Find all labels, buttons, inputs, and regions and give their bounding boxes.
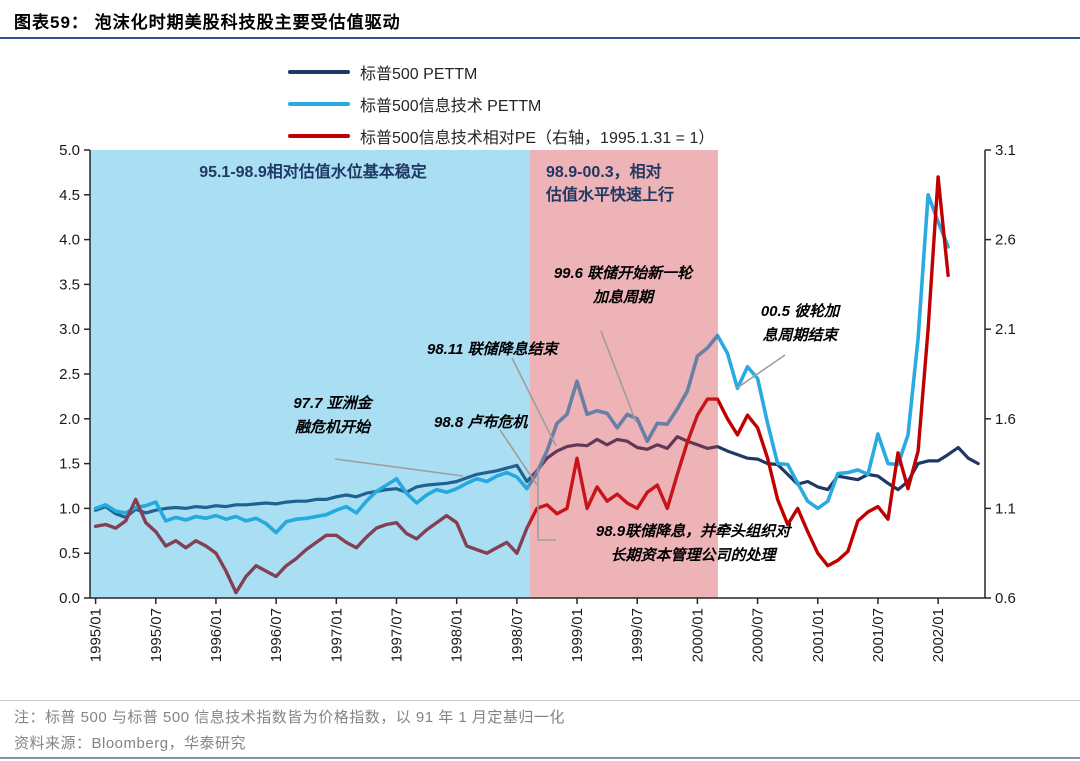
legend-item-it-pettm: 标普500信息技术 PETTM bbox=[288, 88, 848, 120]
svg-text:3.1: 3.1 bbox=[995, 142, 1016, 159]
annotation-stable-period: 95.1-98.9相对估值水位基本稳定 bbox=[199, 164, 427, 181]
footer-divider-bottom bbox=[0, 757, 1080, 759]
legend-label: 标普500信息技术 PETTM bbox=[360, 98, 542, 115]
legend-item-relative-pe: 标普500信息技术相对PE（右轴，1995.1.31 = 1） bbox=[288, 120, 848, 152]
svg-text:1995/01: 1995/01 bbox=[88, 608, 105, 662]
legend-label: 标普500 PETTM bbox=[360, 66, 478, 83]
svg-text:2.5: 2.5 bbox=[59, 366, 80, 383]
svg-text:1999/07: 1999/07 bbox=[629, 608, 646, 662]
svg-text:2.0: 2.0 bbox=[59, 411, 80, 428]
svg-text:3.5: 3.5 bbox=[59, 276, 80, 293]
svg-text:2000/01: 2000/01 bbox=[689, 608, 706, 662]
svg-text:4.5: 4.5 bbox=[59, 187, 80, 204]
annotation-rise-period: 98.9-00.3，相对 估值水平快速上行 bbox=[546, 164, 675, 204]
chart-note: 注：标普 500 与标普 500 信息技术指数皆为价格指数，以 91 年 1 月… bbox=[14, 709, 565, 726]
annotation-hike-end: 00.5 彼轮加 息周期结束 bbox=[760, 303, 840, 344]
annotation-ltcm: 98.9联储降息，并牵头组织对 长期资本管理公司的处理 bbox=[595, 523, 791, 564]
annotation-asia-crisis: 97.7 亚洲金 融危机开始 bbox=[293, 395, 372, 436]
svg-text:2000/07: 2000/07 bbox=[750, 608, 767, 662]
annotation-ruble-crisis: 98.8 卢布危机 bbox=[434, 414, 528, 431]
svg-text:1.5: 1.5 bbox=[59, 456, 80, 473]
svg-text:2002/01: 2002/01 bbox=[930, 608, 947, 662]
legend-swatch-navy bbox=[288, 70, 350, 74]
svg-text:1999/01: 1999/01 bbox=[569, 608, 586, 662]
page-title: 图表59： 泡沫化时期美股科技股主要受估值驱动 bbox=[14, 13, 401, 32]
svg-text:0.6: 0.6 bbox=[995, 590, 1016, 607]
svg-text:2.1: 2.1 bbox=[995, 321, 1016, 338]
svg-text:1.0: 1.0 bbox=[59, 500, 80, 517]
legend: 标普500 PETTM 标普500信息技术 PETTM 标普500信息技术相对P… bbox=[288, 56, 848, 152]
svg-text:2001/01: 2001/01 bbox=[810, 608, 827, 662]
svg-text:1.6: 1.6 bbox=[995, 411, 1016, 428]
svg-text:0.5: 0.5 bbox=[59, 545, 80, 562]
svg-text:1995/07: 1995/07 bbox=[148, 608, 165, 662]
svg-text:5.0: 5.0 bbox=[59, 142, 80, 159]
svg-text:1998/07: 1998/07 bbox=[509, 608, 526, 662]
svg-text:2001/07: 2001/07 bbox=[870, 608, 887, 662]
legend-swatch-red bbox=[288, 134, 350, 138]
annotation-hike-start: 99.6 联储开始新一轮 加息周期 bbox=[553, 265, 693, 306]
svg-text:4.0: 4.0 bbox=[59, 232, 80, 249]
svg-text:1997/07: 1997/07 bbox=[389, 608, 406, 662]
legend-label: 标普500信息技术相对PE（右轴，1995.1.31 = 1） bbox=[360, 130, 715, 147]
svg-text:1997/01: 1997/01 bbox=[328, 608, 345, 662]
svg-text:1996/07: 1996/07 bbox=[268, 608, 285, 662]
chart-source: 资料来源：Bloomberg，华泰研究 bbox=[14, 735, 247, 752]
svg-text:1996/01: 1996/01 bbox=[208, 608, 225, 662]
legend-swatch-cyan bbox=[288, 102, 350, 106]
legend-item-sp500-pettm: 标普500 PETTM bbox=[288, 56, 848, 88]
svg-text:2.6: 2.6 bbox=[995, 232, 1016, 249]
svg-text:1.1: 1.1 bbox=[995, 500, 1016, 517]
annotation-cut-end: 98.11 联储降息结束 bbox=[427, 341, 558, 358]
svg-text:0.0: 0.0 bbox=[59, 590, 80, 607]
svg-text:1998/01: 1998/01 bbox=[449, 608, 466, 662]
footer-divider-top bbox=[0, 700, 1080, 701]
svg-text:3.0: 3.0 bbox=[59, 321, 80, 338]
title-divider bbox=[0, 37, 1080, 39]
